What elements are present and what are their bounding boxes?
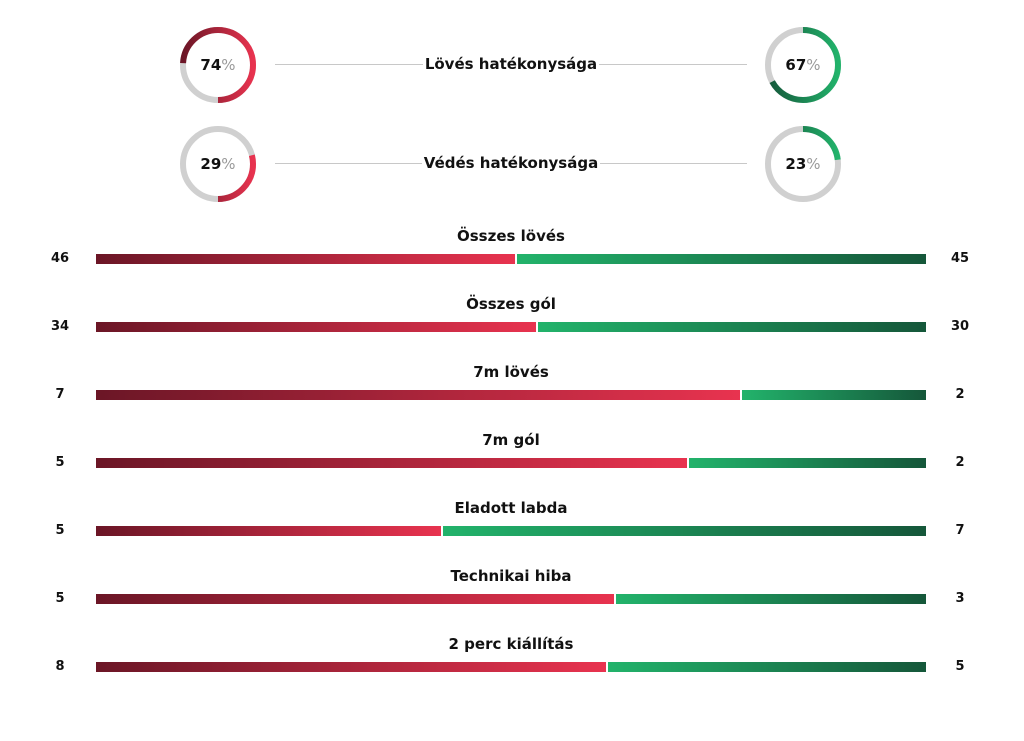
home-stat-value: 5	[55, 455, 65, 470]
away-bar	[689, 458, 926, 468]
away-donut-value: 23	[785, 155, 807, 173]
home-stat-value: 5	[55, 591, 65, 606]
away-bar	[607, 662, 926, 672]
away-bar	[742, 390, 926, 400]
home-stat-value: 5	[55, 523, 65, 538]
home-stat-value: 8	[55, 659, 65, 674]
donut-row-shot-efficiency: 74% Lövés hatékonysága 67%	[0, 25, 1024, 105]
home-stat-value: 46	[50, 251, 70, 266]
away-stat-value: 45	[950, 251, 970, 266]
away-stat-value: 2	[955, 455, 965, 470]
donut-title: Védés hatékonysága	[421, 154, 601, 172]
stat-bar	[96, 594, 926, 604]
home-donut-label: 74%	[178, 25, 258, 105]
away-stat-value: 30	[950, 319, 970, 334]
home-donut-arc	[180, 126, 256, 202]
home-donut-value: 74	[200, 56, 222, 74]
home-bar	[96, 254, 515, 264]
bar-divider	[441, 526, 443, 536]
stat-title: Technikai hiba	[450, 567, 572, 585]
stat-row-turnovers: Eladott labda 5 7	[0, 498, 1024, 548]
away-bar	[537, 322, 926, 332]
bar-divider	[605, 662, 608, 672]
stat-bar	[96, 254, 926, 264]
bar-divider	[687, 458, 690, 468]
away-donut-suffix: %	[806, 155, 821, 173]
home-bar	[96, 458, 688, 468]
stat-title: 7m lövés	[473, 363, 549, 381]
stat-bar	[96, 458, 926, 468]
away-donut-suffix: %	[806, 56, 821, 74]
bar-divider	[613, 594, 616, 604]
home-bar	[96, 594, 614, 604]
stat-bar	[96, 322, 926, 332]
stat-title: 2 perc kiállítás	[448, 635, 574, 653]
donut-title: Lövés hatékonysága	[422, 55, 600, 73]
home-donut: 74%	[178, 25, 258, 105]
away-bar	[516, 254, 926, 264]
home-donut-suffix: %	[221, 155, 236, 173]
home-donut-value: 29	[200, 155, 222, 173]
away-donut-arc	[765, 27, 841, 103]
stat-bar	[96, 662, 926, 672]
away-donut: 67%	[763, 25, 843, 105]
away-donut-label: 67%	[763, 25, 843, 105]
stat-row-total-goals: Összes gól 34 30	[0, 294, 1024, 344]
home-donut: 29%	[178, 124, 258, 204]
stat-row-total-shots: Összes lövés 46 45	[0, 226, 1024, 276]
stat-row-technical-faults: Technikai hiba 5 3	[0, 566, 1024, 616]
home-bar	[96, 526, 441, 536]
home-bar	[96, 662, 606, 672]
bar-divider	[514, 254, 517, 264]
home-stat-value: 7	[55, 387, 65, 402]
home-bar	[96, 322, 536, 332]
home-donut-ring	[180, 27, 256, 103]
away-donut-value: 67	[785, 56, 807, 74]
home-donut-ring	[180, 126, 256, 202]
away-stat-value: 5	[955, 659, 965, 674]
stat-row-2min-suspensions: 2 perc kiállítás 8 5	[0, 634, 1024, 684]
stat-title: Összes lövés	[457, 227, 565, 245]
away-bar	[615, 594, 926, 604]
away-donut-ring	[765, 27, 841, 103]
donut-row-save-efficiency: 29% Védés hatékonysága 23%	[0, 124, 1024, 204]
stat-title: Összes gól	[466, 295, 556, 313]
away-donut-label: 23%	[763, 124, 843, 204]
home-donut-suffix: %	[221, 56, 236, 74]
stat-row-7m-goals: 7m gól 5 2	[0, 430, 1024, 480]
away-stat-value: 3	[955, 591, 965, 606]
home-donut-label: 29%	[178, 124, 258, 204]
away-bar	[443, 526, 926, 536]
bar-divider	[740, 390, 742, 400]
stat-bar	[96, 526, 926, 536]
home-donut-arc	[180, 27, 256, 103]
away-donut-ring	[765, 126, 841, 202]
away-stat-value: 7	[955, 523, 965, 538]
away-stat-value: 2	[955, 387, 965, 402]
home-stat-value: 34	[50, 319, 70, 334]
stat-title: 7m gól	[482, 431, 540, 449]
bar-divider	[535, 322, 538, 332]
stat-title: Eladott labda	[454, 499, 568, 517]
stat-row-7m-shots: 7m lövés 7 2	[0, 362, 1024, 412]
home-bar	[96, 390, 740, 400]
away-donut-arc	[765, 126, 841, 202]
stat-bar	[96, 390, 926, 400]
away-donut: 23%	[763, 124, 843, 204]
